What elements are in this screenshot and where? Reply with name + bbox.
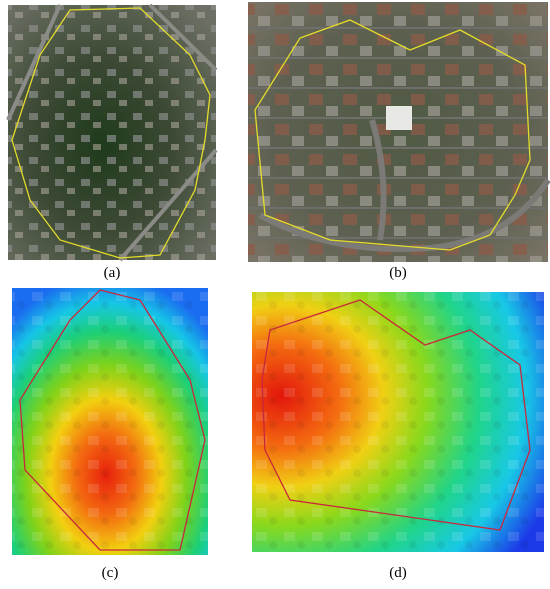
panel-label: (a) — [104, 265, 121, 281]
panel-label: (c) — [102, 565, 119, 581]
aerial-texture — [8, 5, 216, 260]
road — [6, 3, 218, 262]
boundary — [261, 299, 531, 531]
panel-b: (b) — [248, 2, 550, 281]
building — [386, 106, 412, 130]
elevation-texture — [12, 288, 208, 555]
boundary — [254, 19, 531, 251]
elevation-texture — [252, 292, 544, 552]
panel-c: (c) — [12, 288, 208, 581]
panel-a: (a) — [6, 3, 218, 281]
boundary — [11, 7, 211, 259]
aerial-texture — [248, 2, 548, 262]
panel-label: (d) — [389, 565, 407, 581]
panel-label: (b) — [389, 265, 407, 281]
panel-d: (d) — [252, 292, 544, 581]
boundary — [19, 289, 206, 551]
